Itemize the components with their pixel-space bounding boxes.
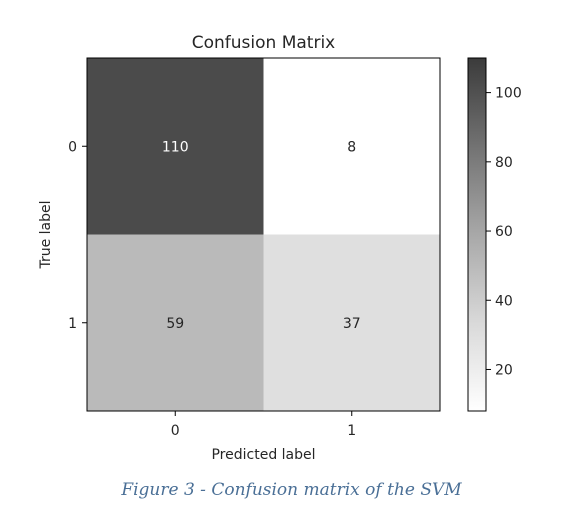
colorbar-tick-label-2: 60	[495, 224, 513, 240]
y-axis-ticks: 01	[68, 139, 87, 332]
colorbar-ticks: 20 40 60 80 100	[486, 86, 522, 378]
cell-value-r1-c0: 59	[166, 316, 184, 332]
cell-value-r1-c1: 37	[343, 316, 361, 332]
cell-r0-c1	[263, 58, 440, 235]
heatmap-cells: 110 8 59 37	[87, 58, 440, 411]
x-axis-label: Predicted label	[211, 447, 315, 463]
colorbar-tick-label-4: 100	[495, 86, 522, 102]
colorbar	[467, 57, 487, 412]
cell-r1-c1	[263, 234, 440, 411]
chart-title: Confusion Matrix	[192, 33, 336, 53]
y-tick-label-0: 0	[68, 139, 77, 155]
cell-value-r0-c1: 8	[347, 139, 356, 155]
colorbar-tick-label-3: 80	[495, 155, 513, 171]
axes-frame	[86, 57, 441, 412]
cell-r0-c0	[87, 58, 264, 235]
colorbar-tick-label-0: 20	[495, 362, 513, 378]
y-tick-label-1: 1	[68, 316, 77, 332]
cell-value-r0-c0: 110	[162, 139, 189, 155]
figure-caption: Figure 3 - Confusion matrix of the SVM	[121, 480, 462, 500]
x-tick-label-1: 1	[347, 423, 356, 439]
cell-r1-c0	[87, 234, 264, 411]
y-axis-label: True label	[38, 200, 54, 269]
colorbar-tick-label-1: 40	[495, 293, 513, 309]
x-tick-label-0: 0	[171, 423, 180, 439]
